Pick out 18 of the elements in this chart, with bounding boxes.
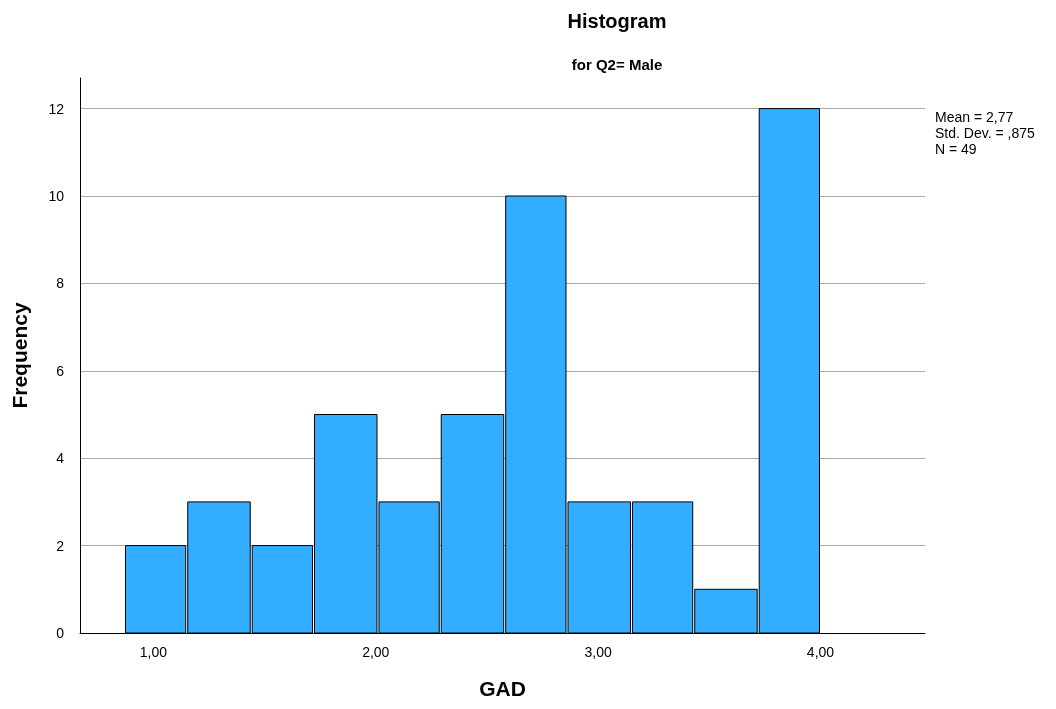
chart-subtitle: for Q2= Male: [571, 56, 663, 73]
text: N = 49: [935, 141, 977, 157]
x-tick-label: 3,00: [584, 644, 612, 660]
y-tick-label: 6: [56, 362, 65, 379]
y-tick-label: 2: [56, 537, 65, 554]
y-tick-label: 8: [56, 275, 65, 292]
x-axis-title: GAD: [479, 677, 526, 700]
y-tick-label: 4: [56, 450, 65, 467]
x-tick-label: 1,00: [139, 644, 168, 660]
text: Mean = 2,77: [935, 109, 1014, 125]
chart-title: Histogram: [567, 10, 667, 32]
y-tick-label: 0: [56, 625, 65, 641]
y-tick-label: 10: [48, 187, 65, 204]
x-tick-label: 2,00: [362, 644, 390, 660]
y-tick-label: 12: [48, 100, 65, 117]
text: Std. Dev. = ,875: [935, 125, 1035, 141]
x-tick-label: 4,00: [806, 644, 835, 660]
y-axis-title: Frequency: [8, 302, 31, 409]
